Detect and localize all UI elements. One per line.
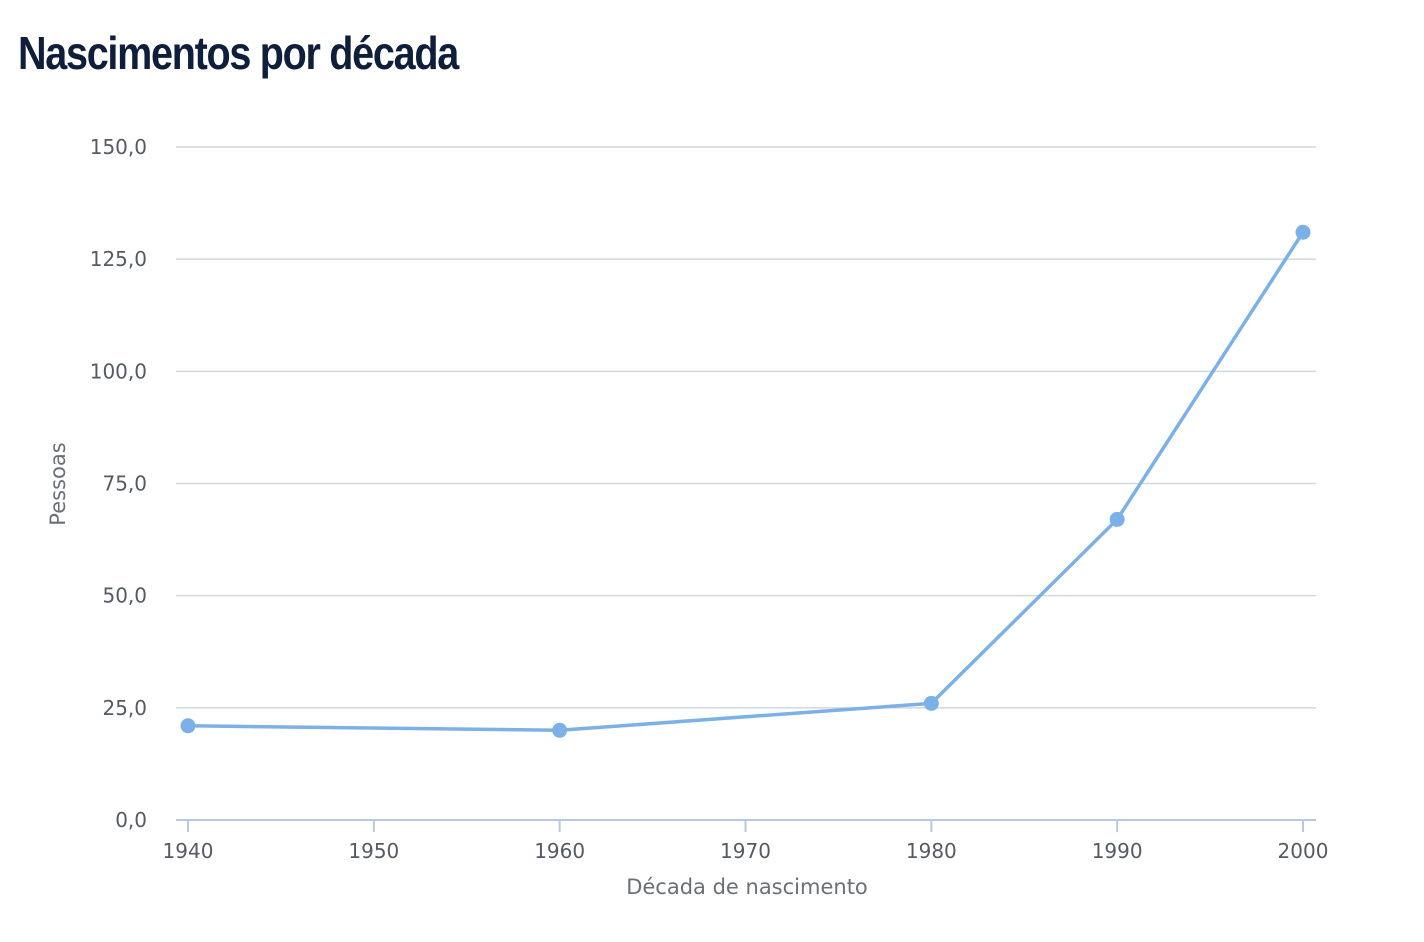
chart-title: Nascimentos por década: [18, 27, 459, 79]
x-tick-label: 1970: [720, 839, 771, 863]
x-tick-label: 1950: [348, 839, 399, 863]
y-tick-label: 150,0: [90, 135, 147, 159]
x-tick-labels: 1940 1950 1960 1970 1980 1990 2000: [163, 839, 1329, 863]
y-tick-label: 0,0: [115, 808, 147, 832]
y-tick-labels: 0,0 25,0 50,0 75,0 100,0 125,0 150,0: [90, 135, 147, 832]
x-tick-label: 1980: [906, 839, 957, 863]
data-point[interactable]: [923, 695, 939, 711]
x-tick-label: 1960: [534, 839, 585, 863]
y-tick-label: 75,0: [102, 472, 147, 496]
y-tick-label: 25,0: [102, 696, 147, 720]
series-group: [180, 224, 1311, 738]
x-tick-label: 1940: [163, 839, 214, 863]
data-point[interactable]: [1109, 511, 1125, 527]
y-tick-label: 125,0: [90, 247, 147, 271]
y-tick-label: 100,0: [90, 359, 147, 383]
series-line: [186, 230, 1305, 733]
data-point[interactable]: [552, 722, 568, 738]
data-point[interactable]: [180, 718, 196, 734]
y-gridlines: [176, 146, 1316, 709]
x-axis-title: Década de nascimento: [626, 875, 868, 899]
x-tick-label: 2000: [1278, 839, 1329, 863]
data-point[interactable]: [1295, 224, 1311, 240]
x-axis: [176, 819, 1316, 832]
x-tick-label: 1990: [1092, 839, 1143, 863]
y-tick-label: 50,0: [102, 584, 147, 608]
y-axis-title: Pessoas: [46, 442, 70, 525]
